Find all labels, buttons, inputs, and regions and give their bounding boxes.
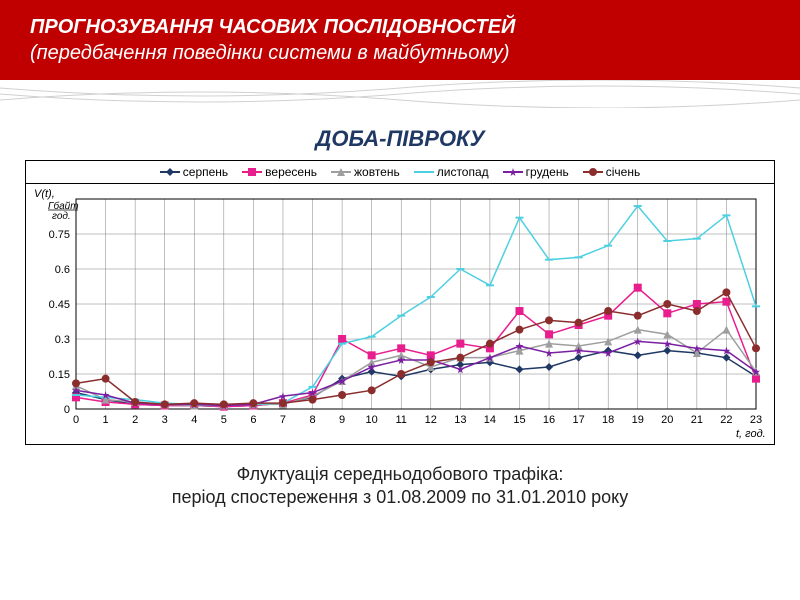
- svg-text:1: 1: [103, 414, 109, 426]
- slide-header: ПРОГНОЗУВАННЯ ЧАСОВИХ ПОСЛІДОВНОСТЕЙ (пе…: [0, 0, 800, 80]
- svg-text:12: 12: [425, 414, 437, 426]
- header-subtitle: (передбачення поведінки системи в майбут…: [30, 40, 770, 66]
- caption-line-2: період спостереження з 01.08.2009 по 31.…: [0, 486, 800, 509]
- svg-text:19: 19: [632, 414, 644, 426]
- svg-text:23: 23: [750, 414, 762, 426]
- section-title: ДОБА-ПІВРОКУ: [0, 126, 800, 152]
- chart-legend: серпень вересень жовтень листопад грудень січ…: [26, 161, 774, 184]
- svg-text:t, год.: t, год.: [736, 428, 766, 440]
- legend-label: серпень: [183, 165, 228, 179]
- svg-text:9: 9: [339, 414, 345, 426]
- chart-plot-area: 0123456789101112131415161718192021222300…: [26, 184, 774, 444]
- svg-text:18: 18: [602, 414, 614, 426]
- legend-item: жовтень: [331, 165, 400, 179]
- svg-text:7: 7: [280, 414, 286, 426]
- svg-text:8: 8: [309, 414, 315, 426]
- svg-text:21: 21: [691, 414, 703, 426]
- legend-label: жовтень: [354, 165, 400, 179]
- svg-text:0.3: 0.3: [55, 334, 70, 346]
- svg-text:11: 11: [396, 414, 407, 426]
- legend-item: серпень: [160, 165, 228, 179]
- svg-text:0: 0: [64, 404, 70, 416]
- legend-label: грудень: [526, 165, 569, 179]
- legend-item: грудень: [503, 165, 569, 179]
- svg-text:V(t),: V(t),: [34, 188, 55, 200]
- legend-label: вересень: [265, 165, 317, 179]
- svg-text:4: 4: [191, 414, 197, 426]
- chart-caption: Флуктуація середньодобового трафіка: пер…: [0, 463, 800, 510]
- chart-container: серпень вересень жовтень листопад грудень січ…: [25, 160, 775, 445]
- header-title: ПРОГНОЗУВАННЯ ЧАСОВИХ ПОСЛІДОВНОСТЕЙ: [30, 14, 770, 40]
- svg-text:15: 15: [513, 414, 525, 426]
- svg-text:5: 5: [221, 414, 227, 426]
- caption-line-1: Флуктуація середньодобового трафіка:: [0, 463, 800, 486]
- legend-item: вересень: [242, 165, 317, 179]
- svg-text:17: 17: [572, 414, 584, 426]
- svg-text:0: 0: [73, 414, 79, 426]
- svg-text:20: 20: [661, 414, 673, 426]
- legend-label: січень: [606, 165, 640, 179]
- svg-text:год.: год.: [52, 211, 71, 222]
- svg-text:2: 2: [132, 414, 138, 426]
- svg-text:3: 3: [162, 414, 168, 426]
- svg-text:10: 10: [366, 414, 378, 426]
- svg-text:0.15: 0.15: [49, 369, 70, 381]
- svg-text:14: 14: [484, 414, 496, 426]
- svg-text:0.6: 0.6: [55, 264, 70, 276]
- svg-text:0.45: 0.45: [49, 299, 70, 311]
- svg-text:0.75: 0.75: [49, 229, 70, 241]
- svg-text:6: 6: [250, 414, 256, 426]
- svg-text:16: 16: [543, 414, 555, 426]
- legend-item: листопад: [414, 165, 489, 179]
- svg-text:22: 22: [720, 414, 732, 426]
- svg-text:13: 13: [454, 414, 466, 426]
- decorative-wave: [0, 80, 800, 108]
- legend-item: січень: [583, 165, 640, 179]
- legend-label: листопад: [437, 165, 489, 179]
